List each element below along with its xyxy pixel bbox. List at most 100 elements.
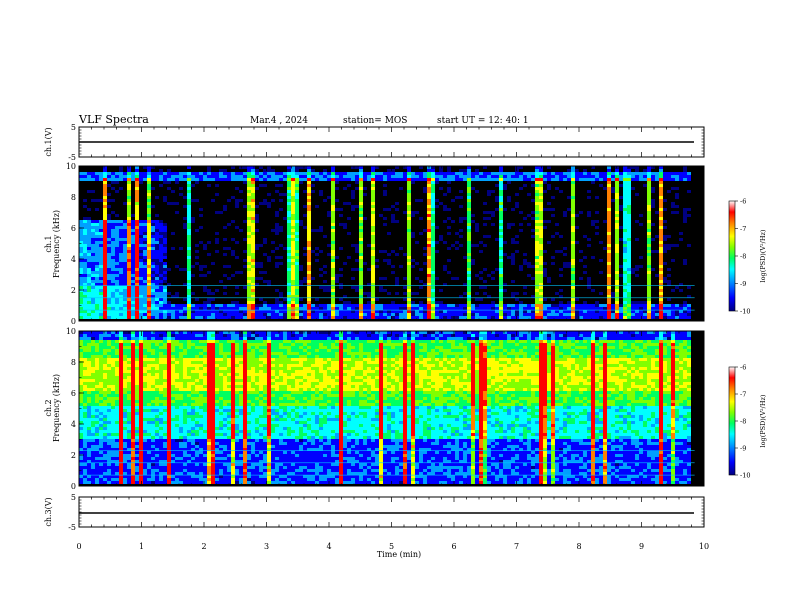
spectrogram-cell: [635, 313, 639, 316]
spectrogram-cell: [139, 172, 143, 175]
spectrogram-cell: [159, 280, 163, 283]
spectrogram-cell: [339, 316, 343, 319]
spectrogram-cell: [139, 292, 143, 295]
spectrogram-cell: [223, 253, 227, 256]
spectrogram-cell: [143, 403, 147, 406]
spectrogram-cell: [415, 172, 419, 175]
spectrogram-cell: [263, 310, 267, 313]
spectrogram-cell: [167, 304, 171, 307]
spectrogram-cell: [163, 304, 167, 307]
spectrogram-cell: [99, 250, 103, 253]
spectrogram-cell: [147, 391, 151, 394]
spectrogram-cell: [139, 466, 143, 469]
spectrogram-cell: [103, 340, 107, 343]
spectrogram-cell: [479, 241, 483, 244]
spectrogram-cell: [183, 223, 187, 226]
spectrogram-cell: [539, 313, 543, 316]
spectrogram-cell: [91, 262, 95, 265]
spectrogram-cell: [115, 415, 119, 418]
spectrogram-cell: [255, 178, 259, 181]
spectrogram-cell: [411, 265, 415, 268]
spectrogram-cell: [215, 304, 219, 307]
spectrogram-cell: [123, 310, 127, 313]
spectrogram-cell: [635, 169, 639, 172]
spectrogram-cell: [335, 316, 339, 319]
spectrogram-cell: [99, 358, 103, 361]
spectrogram-cell: [411, 310, 415, 313]
spectrogram-cell: [215, 172, 219, 175]
spectrogram-cell: [371, 250, 375, 253]
spectrogram-cell: [431, 211, 435, 214]
spectrogram-cell: [155, 385, 159, 388]
spectrogram-cell: [331, 235, 335, 238]
spectrogram-cell: [83, 409, 87, 412]
spectrogram-cell: [571, 211, 575, 214]
spectrogram-cell: [623, 313, 627, 316]
spectrogram-cell: [163, 427, 167, 430]
spectrogram-cell: [127, 469, 131, 472]
spectrogram-cell: [319, 316, 323, 319]
spectrogram-cell: [407, 208, 411, 211]
spectrogram-cell: [503, 184, 507, 187]
spectrogram-cell: [99, 379, 103, 382]
spectrogram-cell: [323, 304, 327, 307]
spectrogram-cell: [411, 316, 415, 319]
spectrogram-cell: [331, 187, 335, 190]
spectrogram-cell: [123, 433, 127, 436]
spectrogram-cell: [499, 280, 503, 283]
spectrogram-cell: [575, 169, 579, 172]
spectrogram-cell: [531, 235, 535, 238]
spectrogram-cell: [171, 394, 175, 397]
spectrogram-cell: [131, 400, 135, 403]
spectrogram-cell: [187, 193, 191, 196]
spectrogram-cell: [427, 262, 431, 265]
spectrogram-cell: [107, 346, 111, 349]
spectrogram-cell: [111, 442, 115, 445]
spectrogram-cell: [155, 172, 159, 175]
spectrogram-cell: [191, 178, 195, 181]
spectrogram-cell: [207, 172, 211, 175]
spectrogram-cell: [155, 214, 159, 217]
spectrogram-cell: [615, 184, 619, 187]
spectrogram-cell: [627, 256, 631, 259]
spectrogram-cell: [163, 439, 167, 442]
spectrogram-cell: [139, 223, 143, 226]
spectrogram-cell: [135, 259, 139, 262]
spectrogram-cell: [187, 187, 191, 190]
spectrogram-cell: [99, 298, 103, 301]
spectrogram-cell: [427, 205, 431, 208]
spectrogram-cell: [87, 361, 91, 364]
spectrogram-cell: [427, 202, 431, 205]
spectrogram-cell: [99, 472, 103, 475]
spectrogram-cell: [439, 175, 443, 178]
spectrogram-cell: [131, 226, 135, 229]
spectrogram-cell: [163, 253, 167, 256]
spectrogram-cell: [147, 445, 151, 448]
spectrogram-cell: [291, 211, 295, 214]
spectrogram-cell: [111, 364, 115, 367]
spectrogram-cell: [207, 289, 211, 292]
spectrogram-cell: [103, 469, 107, 472]
spectrogram-cell: [139, 343, 143, 346]
spectrogram-cell: [239, 172, 243, 175]
spectrogram-cell: [151, 478, 155, 481]
spectrogram-cell: [379, 277, 383, 280]
spectrogram-cell: [359, 205, 363, 208]
spectrogram-cell: [427, 193, 431, 196]
spectrogram-cell: [439, 178, 443, 181]
spectrogram-cell: [359, 184, 363, 187]
spectrogram-cell: [595, 196, 599, 199]
spectrogram-cell: [291, 283, 295, 286]
spectrogram-cell: [103, 406, 107, 409]
spectrogram-cell: [295, 190, 299, 193]
spectrogram-cell: [131, 394, 135, 397]
spectrogram-cell: [523, 304, 527, 307]
spectrogram-cell: [407, 310, 411, 313]
spectrogram-cell: [275, 289, 279, 292]
spectrogram-cell: [79, 244, 83, 247]
spectrogram-cell: [623, 277, 627, 280]
spectrogram-cell: [435, 205, 439, 208]
spectrogram-cell: [167, 442, 171, 445]
spectrogram-cell: [103, 217, 107, 220]
spectrogram-cell: [203, 265, 207, 268]
